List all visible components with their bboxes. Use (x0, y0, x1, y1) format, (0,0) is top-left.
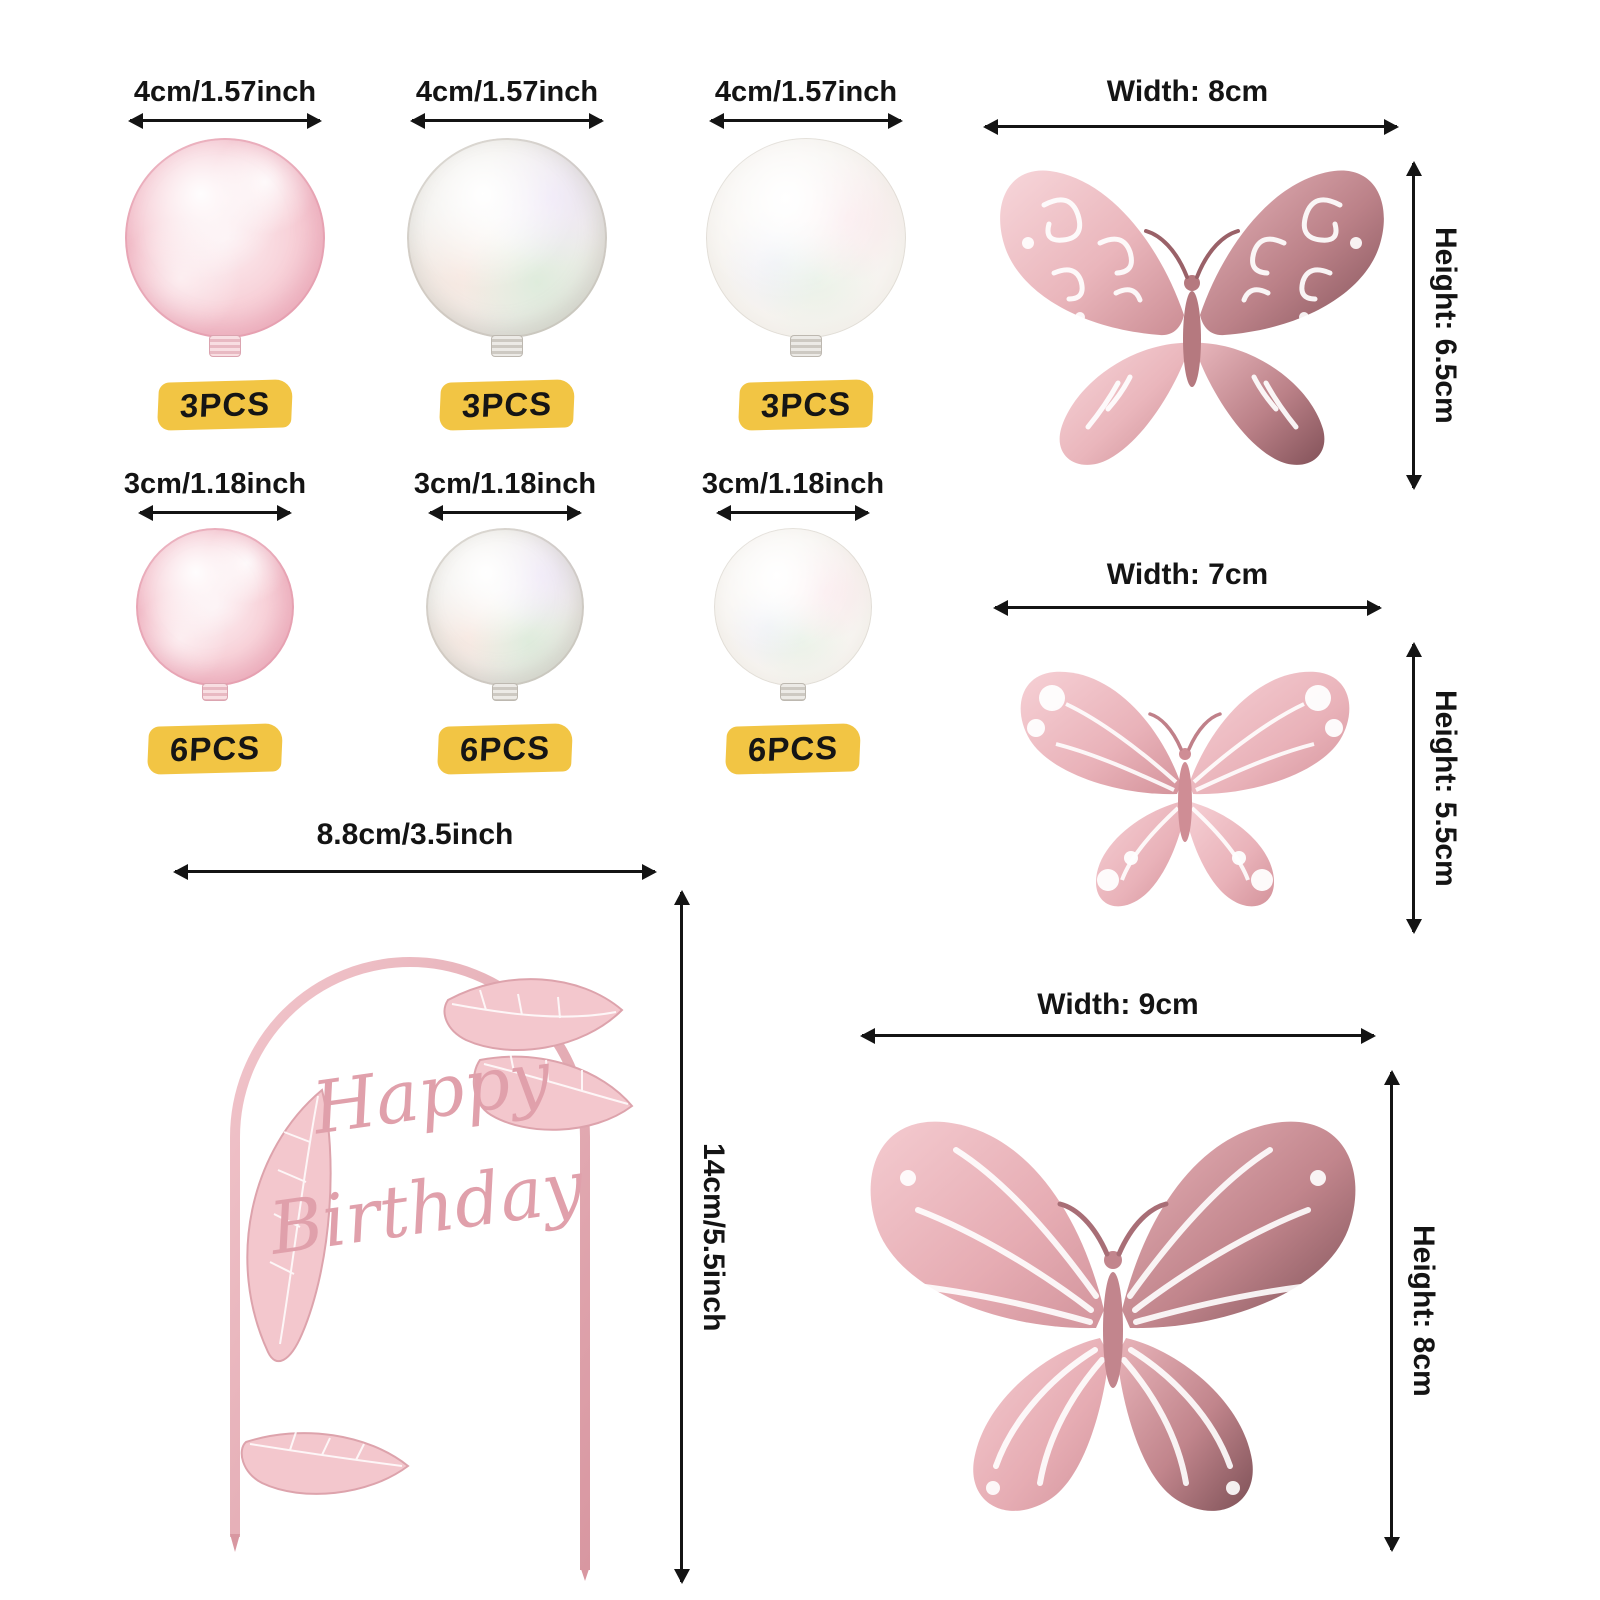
butterfly-9cm-graphic (870, 1121, 1356, 1511)
width-arrow (860, 1027, 1376, 1044)
ball-group-small-iridescent: 3cm/1.18inch 6PCS (400, 468, 610, 775)
width-arrow (138, 504, 292, 521)
butterfly-width-label: Width: 9cm (1037, 988, 1199, 1021)
ball-size-label: 3cm/1.18inch (123, 468, 307, 500)
pearl-ball-iridescent-large (407, 138, 607, 338)
pcs-badge: 3PCS (438, 379, 576, 431)
butterfly-height-label: Height: 6.5cm (1429, 227, 1462, 424)
pcs-badge: 3PCS (737, 379, 875, 431)
ball-group-small-pink: 3cm/1.18inch 6PCS (110, 468, 320, 775)
pearl-ball-white-small (714, 528, 872, 686)
topper-script-line1: Happy (306, 1034, 557, 1151)
height-arrow (1383, 1070, 1400, 1552)
ball-neck (780, 683, 806, 701)
cake-topper-section: 8.8cm/3.5inch (150, 818, 770, 1598)
pcs-badge: 6PCS (724, 723, 862, 775)
ball-neck (202, 683, 228, 701)
ball-neck (790, 335, 822, 357)
ball-size-label: 4cm/1.57inch (133, 76, 317, 108)
pcs-badge: 6PCS (146, 723, 284, 775)
pearl-ball-pink-large (125, 138, 325, 338)
pearl-ball-pink-small (136, 528, 294, 686)
ball-neck (492, 683, 518, 701)
happy-birthday-topper-graphic: Happy Birthday (230, 957, 634, 1581)
width-arrow (173, 863, 657, 880)
butterfly-8cm-section: Width: 8cm (960, 75, 1480, 520)
butterfly-9cm-section: Width: 9cm (830, 988, 1470, 1588)
width-arrow (716, 504, 870, 521)
ball-group-large-iridescent: 4cm/1.57inch 3PCS (402, 76, 612, 431)
width-arrow (993, 599, 1382, 616)
width-arrow (410, 112, 604, 129)
butterfly-8cm-graphic (1000, 170, 1384, 465)
width-arrow (428, 504, 582, 521)
ball-neck (209, 335, 241, 357)
width-arrow (128, 112, 322, 129)
pcs-badge: 6PCS (436, 723, 574, 775)
butterfly-height-label: Height: 5.5cm (1429, 689, 1462, 887)
butterfly-width-label: Width: 7cm (1106, 558, 1269, 591)
topper-width-label: 8.8cm/3.5inch (316, 818, 514, 851)
topper-height-label: 14cm/5.5inch (697, 1142, 730, 1332)
butterfly-7cm-graphic (1020, 671, 1350, 907)
width-arrow (983, 118, 1399, 135)
pcs-badge: 3PCS (156, 379, 294, 431)
butterfly-width-label: Width: 8cm (1106, 75, 1269, 108)
ball-size-label: 3cm/1.18inch (701, 468, 885, 500)
height-arrow (1405, 161, 1422, 490)
ball-size-label: 4cm/1.57inch (714, 76, 898, 108)
ball-group-large-pink: 4cm/1.57inch 3PCS (120, 76, 330, 431)
ball-neck (491, 335, 523, 357)
pearl-ball-iridescent-small (426, 528, 584, 686)
ball-size-label: 4cm/1.57inch (415, 76, 599, 108)
butterfly-height-label: Height: 8cm (1407, 1225, 1440, 1397)
height-arrow (1405, 642, 1422, 934)
ball-group-small-white: 3cm/1.18inch 6PCS (688, 468, 898, 775)
ball-size-label: 3cm/1.18inch (413, 468, 597, 500)
ball-group-large-white: 4cm/1.57inch 3PCS (701, 76, 911, 431)
pearl-ball-white-large (706, 138, 906, 338)
butterfly-7cm-section: Width: 7cm (960, 558, 1480, 958)
width-arrow (709, 112, 903, 129)
height-arrow (673, 890, 690, 1584)
